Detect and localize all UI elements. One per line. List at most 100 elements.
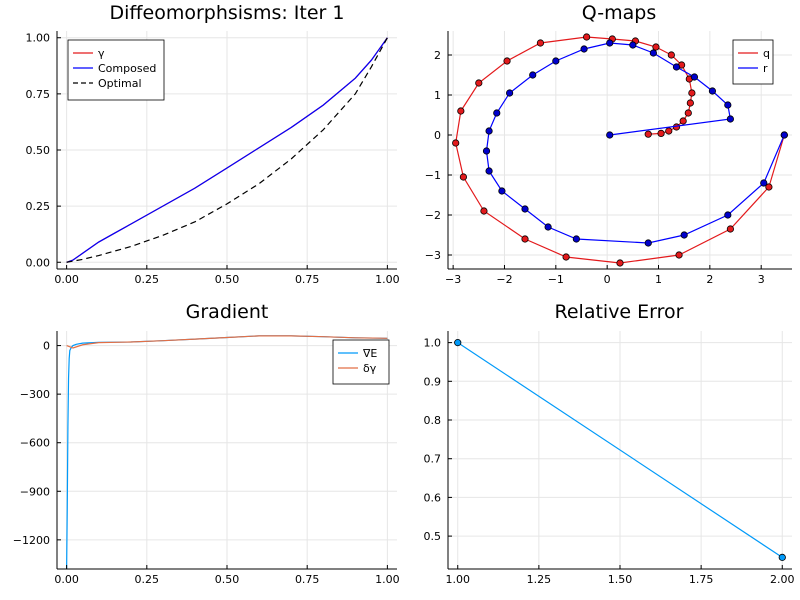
x-tick-label: 2 <box>706 273 713 286</box>
data-point <box>544 223 552 231</box>
y-tick-label: −3 <box>425 249 441 262</box>
data-point <box>657 129 665 137</box>
data-point <box>686 99 694 107</box>
data-point <box>606 131 614 139</box>
data-point <box>506 89 514 97</box>
data-point <box>480 207 488 215</box>
data-point <box>485 167 493 175</box>
x-tick-label: 1.75 <box>689 573 714 586</box>
data-point <box>675 251 683 259</box>
y-tick-label: 1 <box>434 89 441 102</box>
series-line-Composed <box>66 37 388 263</box>
y-tick-label: 0.25 <box>26 200 51 213</box>
x-tick-label: 0.50 <box>215 573 240 586</box>
data-point <box>580 45 588 53</box>
data-point <box>667 51 675 59</box>
data-point <box>485 127 493 135</box>
data-point <box>644 239 652 247</box>
data-point <box>459 173 468 181</box>
y-tick-label: 0.9 <box>424 375 442 388</box>
data-point <box>644 130 652 138</box>
data-point <box>498 187 506 195</box>
series-line-Optimal <box>66 37 388 263</box>
data-point <box>724 211 732 219</box>
data-point <box>521 235 529 243</box>
x-tick-label: 1.25 <box>527 573 552 586</box>
chart-title: Gradient <box>186 301 269 323</box>
data-point <box>780 131 788 139</box>
series-line-δγ <box>66 335 388 349</box>
legend-label: r <box>763 62 768 75</box>
y-tick-label: −300 <box>20 388 50 401</box>
x-tick-label: 0.75 <box>295 573 320 586</box>
x-tick-label: 2.00 <box>770 573 795 586</box>
data-point <box>708 87 717 95</box>
data-point <box>684 109 692 117</box>
legend-box <box>332 339 390 385</box>
y-tick-label: 0.50 <box>26 144 51 157</box>
data-point <box>649 49 657 57</box>
data-point <box>616 259 624 267</box>
data-point <box>652 43 660 51</box>
chart-gradient: Gradient 0.00 0.25 0.50 0.75 1.00 −1200 −900 −6… <box>13 301 400 586</box>
data-point <box>629 41 637 49</box>
chart-title: Q-maps <box>582 2 656 24</box>
chart-title: Diffeomorphsisms: Iter 1 <box>110 2 345 24</box>
x-tick-label: 0.75 <box>295 273 320 286</box>
y-tick-label: 0.8 <box>424 414 442 427</box>
data-point <box>679 117 687 125</box>
y-tick-label: 1.00 <box>26 32 51 45</box>
data-point <box>482 147 491 155</box>
data-point <box>454 339 462 347</box>
x-tick-label: 3 <box>758 273 765 286</box>
y-tick-label: −900 <box>20 485 50 498</box>
data-point <box>760 179 768 187</box>
data-point <box>726 225 734 233</box>
x-tick-label: 1.00 <box>375 573 400 586</box>
data-point <box>572 235 580 243</box>
y-tick-label: 2 <box>434 49 441 62</box>
legend-label: δγ <box>363 362 377 375</box>
series-line-0 <box>457 342 783 558</box>
x-tick-label: −3 <box>445 273 461 286</box>
data-point <box>688 89 696 97</box>
data-point <box>503 57 511 65</box>
data-point <box>606 39 614 47</box>
legend-box <box>732 39 774 85</box>
chart-title: Relative Error <box>555 301 684 323</box>
data-point <box>521 205 529 213</box>
y-tick-label: 0.6 <box>424 491 442 504</box>
x-tick-label: 0.00 <box>54 273 79 286</box>
legend-label: γ <box>98 47 105 60</box>
data-point <box>536 39 545 47</box>
y-tick-label: 0.5 <box>424 530 442 543</box>
legend-box <box>67 39 165 101</box>
x-tick-label: 1.50 <box>608 573 633 586</box>
y-tick-label: −600 <box>20 437 50 450</box>
legend: ∇E δγ <box>332 339 390 385</box>
x-tick-label: 0 <box>604 273 611 286</box>
x-tick-label: 0.25 <box>135 273 160 286</box>
y-tick-label: 1.0 <box>424 337 442 350</box>
data-point <box>724 101 732 109</box>
data-point <box>475 79 483 87</box>
data-point <box>690 73 699 81</box>
legend: qr <box>732 39 774 85</box>
data-point <box>552 57 560 65</box>
legend-label: q <box>763 47 770 60</box>
x-tick-label: 0.00 <box>54 573 79 586</box>
x-tick-label: 1.00 <box>375 273 400 286</box>
y-tick-label: 0.75 <box>26 88 51 101</box>
x-tick-label: 1 <box>655 273 662 286</box>
y-tick-label: 0 <box>434 129 441 142</box>
x-tick-label: 1.00 <box>445 573 470 586</box>
data-point <box>493 109 501 117</box>
y-tick-label: 0 <box>43 340 50 353</box>
y-tick-label: 0.00 <box>26 256 51 269</box>
data-point <box>457 107 465 115</box>
legend-label: Composed <box>98 62 156 75</box>
data-point <box>778 553 786 561</box>
x-tick-label: 0.50 <box>215 273 240 286</box>
data-point <box>680 231 688 239</box>
